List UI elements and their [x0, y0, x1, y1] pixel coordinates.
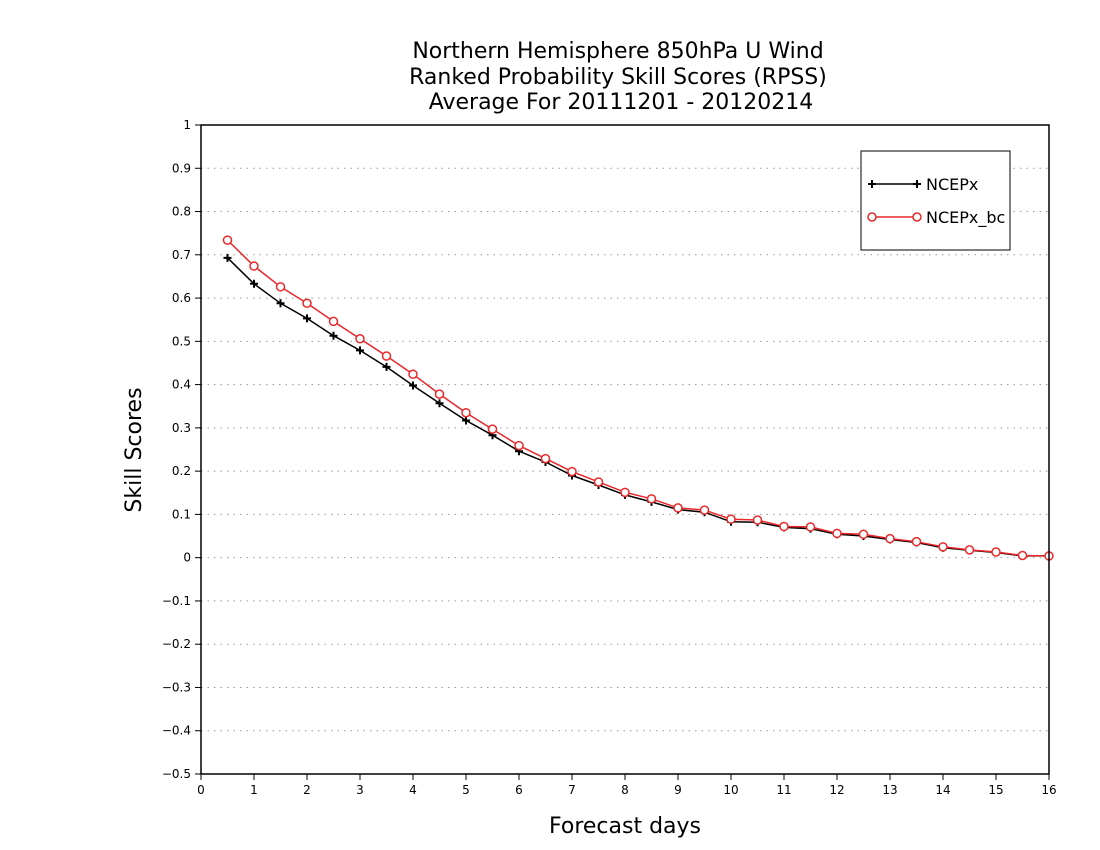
data-point-ncepx-bc	[726, 514, 736, 524]
x-tick-label: 9	[674, 783, 682, 797]
y-tick-label: 0.5	[172, 334, 191, 348]
data-point-ncepx	[409, 381, 417, 390]
data-point-ncepx	[329, 331, 338, 340]
data-point-ncepx-bc	[461, 407, 471, 418]
series-line-ncepx-bc	[226, 239, 1050, 557]
data-point-ncepx-bc	[752, 515, 763, 525]
legend-label-ncepx-bc: NCEPx_bc	[926, 208, 1005, 228]
data-point-ncepx-bc	[275, 282, 286, 292]
legend-label-ncepx: NCEPx	[926, 175, 978, 194]
x-tick-label: 6	[515, 783, 523, 797]
x-tick-label: 5	[462, 783, 470, 797]
data-point-ncepx	[356, 346, 364, 355]
y-tick-label: 0.4	[172, 378, 191, 392]
data-point-ncepx	[303, 314, 311, 323]
data-point-ncepx-bc	[858, 529, 869, 540]
x-tick-label: 14	[935, 783, 950, 797]
y-tick-label: 0.2	[172, 464, 191, 478]
data-point-ncepx-bc	[673, 503, 683, 513]
x-tick-label: 1	[250, 783, 258, 797]
data-point-ncepx	[223, 253, 232, 262]
legend-marker-ncepx	[868, 180, 921, 188]
data-point-ncepx-bc	[567, 466, 577, 477]
legend-marker-ncepx-bc	[912, 212, 922, 222]
data-point-ncepx-bc	[938, 542, 948, 552]
y-tick-label: −0.2	[162, 637, 191, 651]
x-tick-label: 7	[568, 783, 576, 797]
y-tick-label: 0.8	[172, 205, 191, 219]
x-tick-label: 16	[1041, 783, 1056, 797]
x-axis-ticks: 0 1 2 3 4 5 6 7 8 9 10 11 12 13 14 15 16	[197, 774, 1057, 797]
y-tick-label: −0.3	[162, 680, 191, 694]
y-tick-label: 1	[183, 118, 191, 132]
data-point-ncepx-bc	[487, 424, 498, 434]
data-point-ncepx-bc	[302, 298, 312, 309]
data-point-ncepx-bc	[911, 536, 922, 547]
y-axis-ticks: 1 0.9 0.8 0.7 0.6 0.5 0.4 0.3 0.2 0.1 0 −0.1 −0.2 −0.…	[162, 118, 201, 781]
data-point-ncepx-bc	[991, 547, 1001, 557]
data-point-ncepx-bc	[805, 522, 816, 532]
x-tick-label: 12	[829, 783, 844, 797]
series-layer	[222, 235, 1054, 561]
data-point-ncepx-bc	[381, 351, 392, 361]
data-point-ncepx-bc	[593, 477, 604, 487]
y-tick-label: 0.1	[172, 507, 191, 521]
x-tick-label: 8	[621, 783, 629, 797]
y-tick-label: 0.9	[172, 161, 191, 175]
legend-marker-ncepx-bc	[867, 212, 877, 222]
data-point-ncepx-bc	[355, 333, 365, 344]
plot-frame	[200, 124, 1050, 775]
x-tick-label: 4	[409, 783, 417, 797]
data-point-ncepx-bc	[885, 533, 895, 544]
data-point-ncepx	[435, 399, 444, 408]
grid-lines	[201, 167, 1049, 732]
data-point-ncepx-bc	[514, 440, 524, 451]
data-point-ncepx-bc	[699, 505, 710, 515]
data-point-ncepx	[462, 416, 470, 425]
x-tick-label: 10	[723, 783, 738, 797]
x-tick-label: 2	[303, 783, 311, 797]
data-point-ncepx-bc	[328, 316, 339, 327]
y-tick-label: 0	[183, 551, 191, 565]
data-point-ncepx-bc	[646, 494, 657, 504]
y-tick-label: −0.5	[162, 767, 191, 781]
data-point-ncepx-bc	[408, 369, 418, 379]
y-tick-label: −0.1	[162, 594, 191, 608]
data-point-ncepx-bc	[620, 487, 630, 498]
legend: NCEPx NCEPx_bc	[860, 150, 1011, 251]
x-tick-label: 15	[988, 783, 1003, 797]
data-point-ncepx-bc	[832, 528, 842, 539]
data-point-ncepx-bc	[964, 545, 975, 555]
data-point-ncepx-bc	[779, 521, 789, 532]
y-axis-title: Skill Scores	[122, 387, 147, 512]
y-tick-label: −0.4	[162, 724, 191, 738]
data-point-ncepx-bc	[540, 453, 551, 464]
x-tick-label: 3	[356, 783, 364, 797]
chart-title: Northern Hemisphere 850hPa U Wind Ranked…	[409, 39, 827, 115]
x-tick-label: 11	[776, 783, 791, 797]
x-tick-label: 0	[197, 783, 205, 797]
x-axis-title: Forecast days	[549, 814, 701, 839]
chart-title-line-1: Northern Hemisphere 850hPa U Wind	[412, 39, 823, 64]
data-point-ncepx	[250, 279, 258, 288]
data-point-ncepx-bc	[249, 261, 259, 271]
data-point-ncepx-bc	[434, 389, 445, 399]
chart-title-line-3: Average For 20111201 - 20120214	[429, 90, 814, 115]
x-tick-label: 13	[882, 783, 897, 797]
y-tick-label: 0.7	[172, 248, 191, 262]
data-point-ncepx	[382, 362, 391, 371]
y-tick-label: 0.6	[172, 291, 191, 305]
series-line-ncepx	[226, 257, 1049, 557]
data-point-ncepx-bc	[222, 235, 233, 245]
y-tick-label: 0.3	[172, 421, 191, 435]
data-point-ncepx-bc	[1017, 550, 1028, 561]
data-point-ncepx	[276, 299, 285, 308]
legend-box	[860, 150, 1011, 251]
chart-title-line-2: Ranked Probability Skill Scores (RPSS)	[409, 65, 827, 90]
